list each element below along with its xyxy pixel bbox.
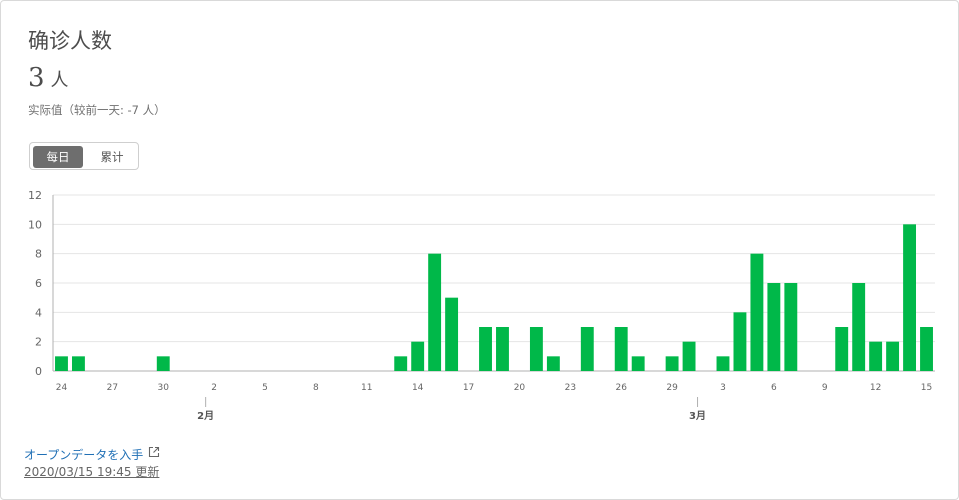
bar — [869, 341, 883, 371]
bar — [71, 356, 85, 371]
bar — [716, 356, 730, 371]
bar — [665, 356, 679, 371]
x-tick-label: 30 — [158, 383, 170, 393]
x-tick-label: 3 — [720, 383, 726, 393]
daily-toggle-button[interactable]: 每日 — [33, 146, 83, 168]
y-tick-label: 12 — [28, 189, 42, 202]
x-tick-label: 26 — [615, 383, 627, 393]
bar — [886, 341, 900, 371]
x-tick-label: 5 — [262, 383, 268, 393]
y-tick-label: 10 — [28, 218, 42, 231]
bar — [445, 297, 459, 371]
y-tick-label: 8 — [35, 248, 42, 261]
x-tick-label: 6 — [771, 383, 777, 393]
bar — [428, 253, 442, 371]
case-count-unit: 人 — [50, 70, 69, 91]
x-tick-label: 24 — [56, 383, 68, 393]
last-updated: 2020/03/15 19:45 更新 — [24, 465, 160, 479]
x-tick-label: 23 — [565, 383, 576, 393]
bar — [55, 356, 68, 371]
bar — [411, 341, 425, 371]
x-tick-label: 14 — [412, 383, 424, 393]
x-tick-label: 8 — [313, 383, 319, 393]
bar — [394, 356, 408, 371]
month-label: 2月 — [197, 410, 214, 422]
x-tick-label: 20 — [514, 383, 526, 393]
x-tick-label: 15 — [921, 383, 932, 393]
card-title: 确诊人数 — [28, 29, 112, 53]
bar — [903, 224, 917, 371]
bar — [767, 283, 781, 371]
bar — [479, 327, 492, 371]
daily-cumulative-toggle: 每日 累计 — [29, 142, 139, 170]
cumulative-toggle-button[interactable]: 累计 — [100, 150, 124, 164]
y-tick-label: 4 — [35, 306, 42, 319]
bar — [631, 356, 645, 371]
case-count-value: 3 — [28, 63, 45, 93]
month-label: 3月 — [689, 410, 706, 422]
x-tick-label: 2 — [211, 383, 217, 393]
x-tick-label: 17 — [463, 383, 474, 393]
y-tick-label: 2 — [35, 336, 42, 349]
bar — [156, 356, 170, 371]
y-tick-label: 0 — [35, 365, 42, 378]
bar — [580, 327, 594, 371]
bar — [750, 253, 764, 371]
x-tick-label: 9 — [822, 383, 828, 393]
bar — [920, 327, 933, 371]
y-tick-label: 6 — [35, 277, 42, 290]
bar — [496, 327, 509, 371]
external-link-icon[interactable] — [148, 446, 160, 458]
bar — [733, 312, 747, 371]
bar — [614, 327, 628, 371]
bar — [852, 283, 866, 371]
x-tick-label: 11 — [361, 383, 372, 393]
x-tick-label: 27 — [107, 383, 118, 393]
bar — [835, 327, 849, 371]
bar — [682, 341, 696, 371]
open-data-link[interactable]: オープンデータを入手 — [24, 448, 144, 462]
bar — [529, 327, 543, 371]
x-tick-label: 29 — [666, 383, 678, 393]
x-tick-label: 12 — [870, 383, 881, 393]
bar — [784, 283, 798, 371]
bar — [546, 356, 560, 371]
change-subtitle: 实际值（较前一天: -7 人） — [28, 103, 166, 117]
